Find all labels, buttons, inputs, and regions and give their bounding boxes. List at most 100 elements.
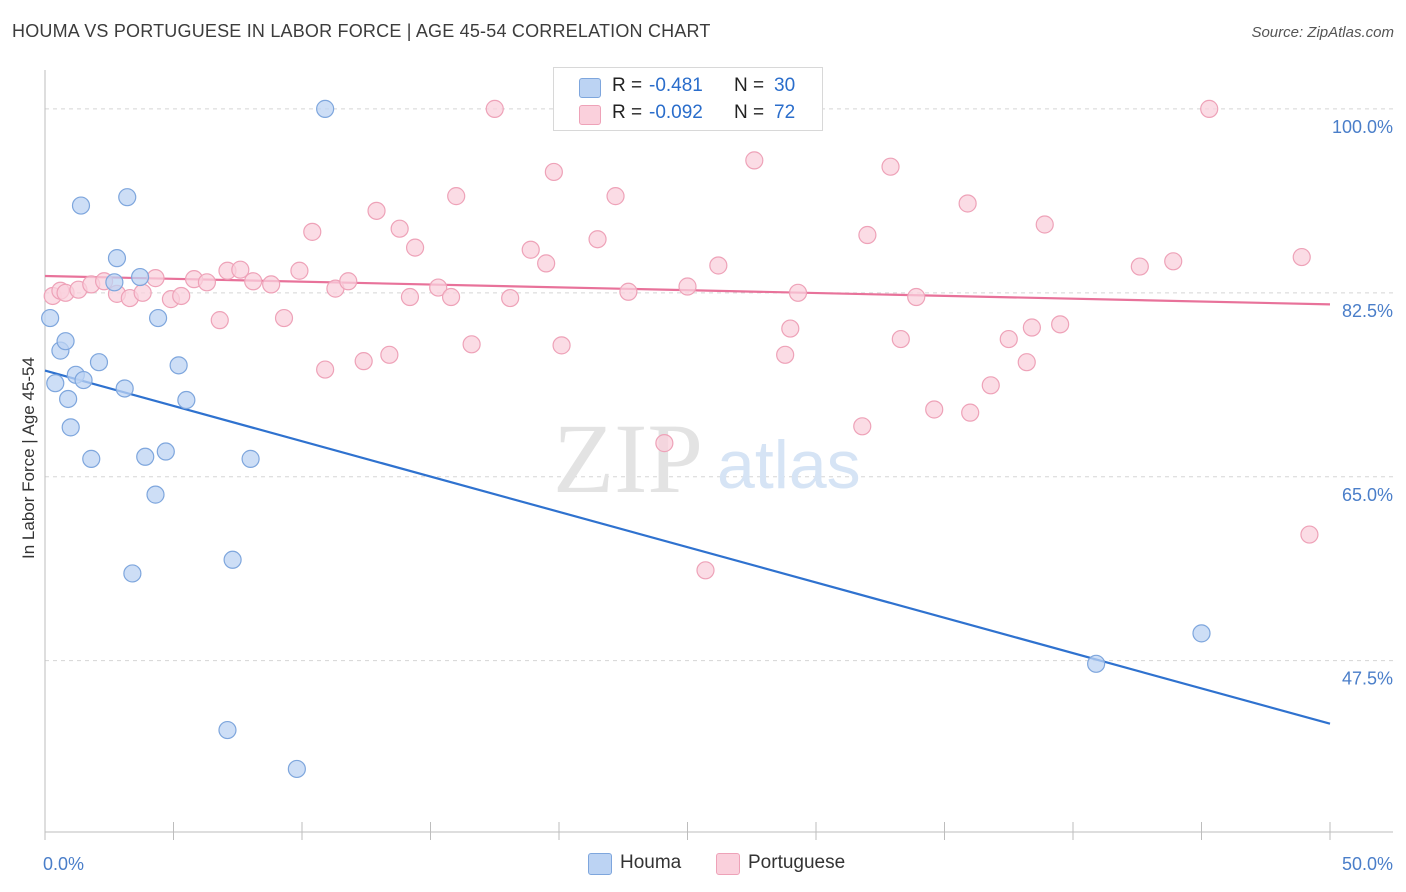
portuguese-point [1017, 353, 1036, 372]
houma-point [107, 249, 127, 268]
portuguese-point [907, 287, 926, 307]
portuguese-point [961, 403, 980, 422]
portuguese-point [788, 283, 808, 302]
portuguese-point [400, 287, 420, 307]
portuguese-point [290, 261, 309, 280]
x-tick-labels: 0.0% 50.0% [43, 854, 1393, 874]
axes [44, 70, 1393, 840]
portuguese-point [354, 352, 373, 371]
portuguese-point [1051, 315, 1070, 334]
portuguese-point [1200, 99, 1219, 118]
bottom-houma-label: Houma [620, 852, 682, 873]
houma-point [89, 353, 109, 372]
portuguese-point [552, 336, 571, 355]
portuguese-point [390, 219, 409, 238]
x-tick-label: 0.0% [43, 854, 84, 874]
portuguese-r-value: -0.092 [649, 102, 703, 123]
portuguese-point [606, 187, 625, 206]
y-tick-label: 82.5% [1342, 301, 1393, 321]
portuguese-point [429, 278, 448, 297]
portuguese-point [958, 194, 977, 213]
houma-point [105, 273, 124, 292]
portuguese-point [544, 162, 563, 182]
portuguese-point [303, 222, 322, 241]
portuguese-point [405, 238, 425, 257]
portuguese-point [1022, 318, 1041, 337]
houma-n-label: N = [734, 75, 765, 96]
houma-swatch [579, 78, 601, 98]
portuguese-point [1300, 525, 1319, 544]
portuguese-point [709, 256, 728, 275]
houma-point [115, 379, 134, 398]
portuguese-point [858, 225, 877, 245]
houma-point [177, 390, 196, 410]
x-tick-label: 50.0% [1342, 854, 1393, 874]
watermark-zip: ZIP [553, 403, 703, 514]
portuguese-point [172, 286, 191, 306]
y-tick-label: 47.5% [1342, 669, 1393, 689]
houma-r-value: -0.481 [649, 75, 703, 96]
houma-point [146, 485, 165, 504]
houma-point [123, 564, 142, 583]
houma-point [316, 99, 335, 118]
portuguese-point [501, 288, 520, 308]
portuguese-point [339, 272, 358, 291]
y-tick-labels: 100.0% 82.5% 65.0% 47.5% [1332, 117, 1393, 689]
portuguese-point [447, 187, 466, 206]
houma-point [1192, 624, 1211, 643]
portuguese-swatch [579, 105, 601, 125]
portuguese-point [619, 282, 638, 301]
portuguese-point [1130, 257, 1149, 276]
portuguese-point [231, 260, 250, 279]
grid-lines [45, 108, 1393, 662]
portuguese-point [999, 329, 1018, 349]
portuguese-point [781, 319, 800, 338]
portuguese-point [745, 151, 764, 170]
bottom-houma-swatch [588, 853, 612, 875]
y-tick-label: 65.0% [1342, 485, 1393, 505]
houma-point [1087, 654, 1106, 673]
portuguese-point [133, 283, 152, 302]
portuguese-n-value: 72 [774, 102, 796, 123]
portuguese-point [316, 360, 335, 379]
houma-point [46, 374, 65, 393]
houma-point [118, 188, 137, 207]
bottom-portuguese-swatch [716, 853, 740, 875]
portuguese-point [367, 201, 386, 220]
portuguese-point [881, 157, 900, 176]
portuguese-point [274, 308, 294, 328]
portuguese-point [485, 99, 504, 118]
portuguese-point [925, 400, 944, 419]
chart-title: HOUMA VS PORTUGUESE IN LABOR FORCE | AGE… [12, 21, 711, 41]
portuguese-point [146, 269, 165, 288]
portuguese-point [655, 434, 674, 453]
portuguese-point [210, 311, 229, 330]
stats-legend: R = -0.481 N = 30 R = -0.092 N = 72 [553, 67, 823, 131]
portuguese-point [981, 376, 1000, 395]
houma-point [169, 356, 188, 375]
data-points [41, 99, 1319, 779]
portuguese-point [441, 287, 461, 307]
portuguese-point [696, 561, 715, 580]
portuguese-point [262, 275, 281, 294]
portuguese-point [588, 230, 607, 249]
houma-trend-line [44, 369, 1331, 725]
y-axis-title: In Labor Force | Age 45-54 [19, 357, 38, 559]
houma-point [241, 449, 260, 468]
bottom-portuguese-label: Portuguese [748, 852, 846, 873]
portuguese-point [776, 345, 795, 364]
houma-point [56, 332, 75, 351]
portuguese-point [1164, 252, 1183, 271]
portuguese-point [197, 273, 217, 292]
houma-point [41, 308, 60, 328]
portuguese-point [537, 254, 556, 273]
houma-point [148, 308, 168, 328]
houma-point [136, 447, 155, 466]
houma-point [218, 720, 237, 740]
houma-point [156, 442, 175, 461]
portuguese-point [244, 272, 263, 291]
houma-point [71, 196, 91, 215]
portuguese-n-label: N = [734, 102, 765, 123]
portuguese-point [380, 345, 399, 364]
